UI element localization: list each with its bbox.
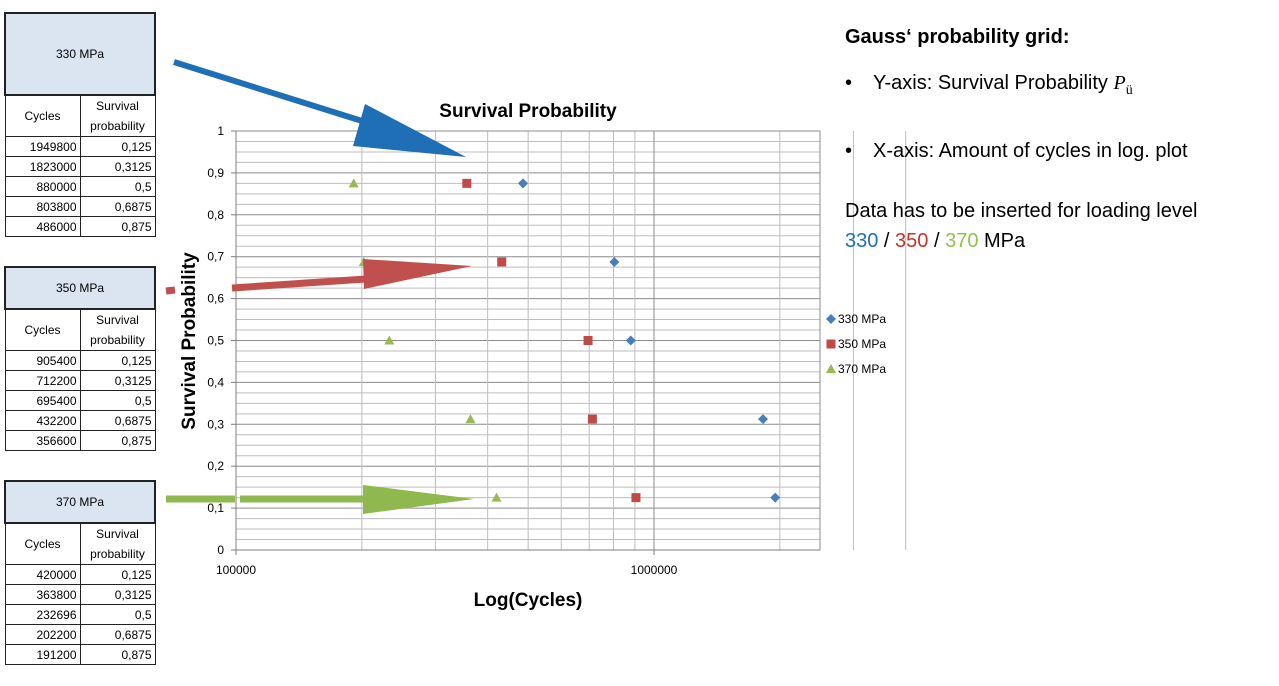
cycles-cell: 486000 <box>4 216 81 237</box>
table-row: 905400 0,125 <box>4 350 156 371</box>
data-point-330-mpa <box>770 492 781 503</box>
bullet-x-axis: • X-axis: Amount of cycles in log. plot <box>845 136 1275 166</box>
cycles-cell: 232696 <box>4 604 81 625</box>
probability-cell: 0,875 <box>79 216 156 237</box>
probability-cell: 0,125 <box>79 564 156 585</box>
table-row: 486000 0,875 <box>4 216 156 237</box>
table-header: 350 MPa <box>4 266 156 310</box>
data-point-350-mpa <box>497 257 507 267</box>
cycles-cell: 356600 <box>4 430 81 451</box>
data-point-370-mpa <box>491 492 502 502</box>
table-row: 420000 0,125 <box>4 564 156 585</box>
arrow-350-tail <box>165 286 176 295</box>
data-point-350-mpa <box>587 414 597 424</box>
bullet-dot: • <box>845 140 853 162</box>
probability-cell: 0,875 <box>79 644 156 665</box>
table-row: 1949800 0,125 <box>4 136 156 157</box>
probability-cell: 0,3125 <box>79 156 156 177</box>
table-row: 1823000 0,3125 <box>4 156 156 177</box>
y-tick-label: 0,1 <box>207 501 224 515</box>
data-point-330-mpa <box>518 178 529 189</box>
y-tick-label: 0,5 <box>207 334 224 348</box>
cycles-cell: 695400 <box>4 390 81 411</box>
cycles-cell: 363800 <box>4 584 81 605</box>
data-instruction: Data has to be inserted for loading leve… <box>845 200 1198 252</box>
probability-cell: 0,875 <box>79 430 156 451</box>
chart-title: Survival Probability <box>439 101 617 122</box>
level-350: 350 <box>895 230 929 252</box>
data-point-330-mpa <box>625 335 636 346</box>
data-point-350-mpa <box>631 493 641 503</box>
level-330: 330 <box>845 230 879 252</box>
x-tick-label: 1000000 <box>631 563 678 577</box>
y-tick-label: 0,2 <box>207 459 224 473</box>
arrow-350-head <box>363 259 472 289</box>
cycles-cell: 1949800 <box>4 136 81 157</box>
y-tick-label: 0,7 <box>207 250 224 264</box>
arrow-350-shaft <box>231 275 367 292</box>
bullet-y-text: Y-axis: Survival Probability <box>873 72 1108 94</box>
table-370: 370 MPa Cycles Survival probability 42000… <box>4 480 156 665</box>
legend-marker <box>826 339 836 349</box>
table-header: 330 MPa <box>4 12 156 96</box>
data-point-330-mpa <box>609 256 620 267</box>
col-survival: Survival probability <box>79 94 156 137</box>
y-tick-label: 0,9 <box>207 166 224 180</box>
data-point-350-mpa <box>583 336 593 345</box>
col-cycles: Cycles <box>4 94 81 137</box>
table-row: 695400 0,5 <box>4 390 156 411</box>
legend-label: 350 MPa <box>838 337 886 351</box>
survival-probability-symbol: Pü <box>1113 72 1133 98</box>
arrow-330-shaft <box>173 59 379 129</box>
legend-label: 330 MPa <box>838 312 886 326</box>
y-tick-label: 0 <box>217 543 224 557</box>
cycles-cell: 880000 <box>4 176 81 197</box>
table-row: 432200 0,6875 <box>4 410 156 431</box>
col-cycles: Cycles <box>4 308 81 351</box>
bullet-y-axis: • Y-axis: Survival Probability Pü <box>845 68 1275 106</box>
cycles-cell: 191200 <box>4 644 81 665</box>
table-row: 191200 0,875 <box>4 644 156 665</box>
arrow-370-head <box>363 485 474 514</box>
data-point-350-mpa <box>462 178 472 188</box>
y-tick-label: 0,3 <box>207 417 224 431</box>
table-row: 712200 0,3125 <box>4 370 156 391</box>
data-point-370-mpa <box>348 178 359 188</box>
side-title: Gauss‘ probability grid: <box>845 26 1070 48</box>
arrow-330-head <box>353 104 466 157</box>
bullet-dot: • <box>845 72 853 94</box>
side-panel: Gauss‘ probability grid: • Y-axis: Survi… <box>845 22 1275 256</box>
y-tick-label: 0,6 <box>207 292 224 306</box>
table-row: 356600 0,875 <box>4 430 156 451</box>
x-tick-label: 100000 <box>216 563 256 577</box>
y-axis-title: Survival Probability <box>179 252 200 430</box>
col-survival: Survival probability <box>79 308 156 351</box>
x-axis-title: Log(Cycles) <box>474 590 583 611</box>
y-tick-label: 0,4 <box>207 375 224 389</box>
y-tick-label: 1 <box>217 124 224 138</box>
bullet-x-text: X-axis: Amount of cycles in log. plot <box>873 140 1188 162</box>
probability-cell: 0,125 <box>79 136 156 157</box>
table-350: 350 MPa Cycles Survival probability 90540… <box>4 266 156 451</box>
legend-label: 370 MPa <box>838 362 886 376</box>
probability-cell: 0,6875 <box>79 624 156 645</box>
data-point-370-mpa <box>384 335 395 345</box>
cycles-cell: 803800 <box>4 196 81 217</box>
level-370: 370 <box>945 230 979 252</box>
table-row: 363800 0,3125 <box>4 584 156 605</box>
data-point-370-mpa <box>465 414 476 424</box>
table-330: 330 MPa Cycles Survival probability 19498… <box>4 12 156 237</box>
cycles-cell: 432200 <box>4 410 81 431</box>
table-header: 370 MPa <box>4 480 156 524</box>
y-tick-label: 0,8 <box>207 208 224 222</box>
legend-marker <box>826 314 836 324</box>
data-point-330-mpa <box>758 414 769 425</box>
legend-marker <box>826 364 836 373</box>
